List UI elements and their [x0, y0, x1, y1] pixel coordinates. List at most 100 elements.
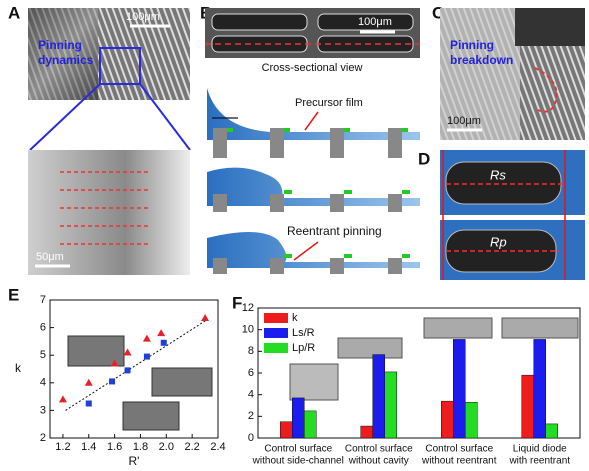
point — [142, 334, 151, 342]
x-tick-label: with reentrant — [508, 456, 570, 467]
x-tick-label: 2.2 — [185, 441, 200, 453]
point — [160, 339, 167, 346]
point — [157, 329, 166, 337]
x-tick-label: Control surface — [345, 444, 413, 455]
zoom-line — [29, 83, 101, 151]
bar — [545, 423, 558, 439]
sem-shade — [440, 8, 520, 140]
legend-swatch — [264, 328, 288, 338]
panel-label: F — [232, 293, 242, 312]
y-tick-label: 12 — [242, 302, 254, 314]
bar — [521, 374, 534, 439]
sem-shade — [28, 8, 98, 100]
inset-image — [501, 317, 579, 339]
x-tick-label: Control surface — [264, 444, 332, 455]
y-tick-label: 2 — [248, 410, 254, 422]
panel-label: A — [8, 3, 20, 22]
annotation: Pinning — [450, 38, 494, 52]
y-tick-label: 7 — [40, 294, 46, 306]
cross-section — [207, 231, 420, 274]
zoom-line — [139, 83, 191, 151]
caption: Cross-sectional view — [262, 62, 363, 74]
arrow — [304, 111, 319, 131]
y-tick-label: 6 — [40, 322, 46, 334]
y-tick-label: 0 — [248, 432, 254, 444]
bar — [304, 410, 317, 439]
inset-image — [151, 367, 213, 397]
bar — [384, 371, 397, 439]
panel-label: D — [418, 149, 430, 168]
annotation: Pinning — [38, 38, 82, 52]
legend-label: Ls/R — [292, 327, 315, 339]
bar — [441, 400, 454, 439]
x-axis-label: R' — [129, 454, 140, 468]
point — [124, 367, 131, 374]
point — [85, 400, 92, 407]
point — [109, 378, 116, 385]
arrow — [293, 241, 319, 261]
pinning-lines — [60, 171, 148, 245]
x-tick-label: 1.8 — [133, 441, 148, 453]
bar — [360, 425, 373, 439]
channel — [317, 13, 414, 31]
annotation: dynamics — [38, 53, 94, 67]
legend-swatch — [264, 343, 288, 353]
x-tick-label: Control surface — [425, 444, 493, 455]
x-tick-label: 2.0 — [159, 441, 174, 453]
x-tick-label: without side-channel — [252, 456, 344, 467]
y-axis-label: k — [15, 361, 22, 375]
zoom-box — [99, 47, 141, 85]
inset-image — [337, 337, 403, 359]
point — [84, 378, 93, 386]
x-tick-label: without cavity — [348, 456, 409, 467]
bar — [533, 339, 546, 439]
inset-image — [122, 401, 180, 431]
channel — [211, 13, 308, 31]
point — [110, 359, 119, 367]
y-tick-label: 2 — [40, 432, 46, 444]
x-tick-label: 2.4 — [210, 441, 225, 453]
annotation: Precursor film — [295, 97, 363, 109]
point — [58, 395, 67, 403]
point — [201, 313, 210, 321]
bar — [372, 354, 385, 439]
y-tick-label: 5 — [40, 349, 46, 361]
sem-image — [28, 150, 190, 275]
inset-image — [289, 363, 339, 401]
y-tick-label: 10 — [242, 324, 254, 336]
bar — [292, 397, 305, 439]
point — [123, 348, 132, 356]
cross-section — [207, 88, 420, 158]
bar — [465, 402, 478, 439]
channel — [445, 161, 562, 205]
bar — [280, 421, 293, 439]
y-tick-label: 3 — [40, 404, 46, 416]
scale-label: 50μm — [36, 251, 64, 263]
inset-image — [515, 8, 585, 46]
y-tick-label: 4 — [248, 389, 254, 401]
x-tick-label: 1.6 — [107, 441, 122, 453]
inset-image — [423, 317, 493, 339]
cross-section — [207, 167, 420, 212]
annotation: Reentrant pinning — [287, 224, 382, 238]
y-tick-label: 6 — [248, 367, 254, 379]
radius-label: Rs — [490, 167, 506, 182]
x-tick-label: Liquid diode — [513, 444, 567, 455]
scale-label: 100μm — [358, 16, 392, 28]
point — [143, 353, 150, 360]
y-tick-label: 8 — [248, 345, 254, 357]
x-tick-label: 1.2 — [55, 441, 70, 453]
panel-label: E — [8, 285, 19, 304]
axes-frame — [49, 299, 219, 439]
scale-label: 100μm — [447, 115, 481, 127]
pinning-line — [534, 67, 558, 113]
x-tick-label: 1.4 — [81, 441, 96, 453]
legend-swatch — [264, 313, 288, 323]
radius-label: Rp — [490, 234, 507, 249]
x-tick-label: without reentrant — [421, 456, 497, 467]
legend-label: Lp/R — [292, 342, 315, 354]
scale-label: 100μm — [126, 11, 160, 23]
bar — [453, 339, 466, 439]
trend-line — [65, 318, 208, 411]
